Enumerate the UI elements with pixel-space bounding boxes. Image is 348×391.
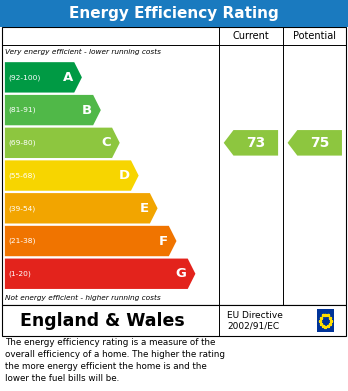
Text: (39-54): (39-54) xyxy=(8,205,35,212)
Text: 73: 73 xyxy=(246,136,266,150)
Polygon shape xyxy=(5,95,101,125)
Polygon shape xyxy=(287,130,342,156)
Text: E: E xyxy=(140,202,149,215)
Bar xyxy=(0,0,348,27)
Polygon shape xyxy=(5,62,82,93)
Text: (1-20): (1-20) xyxy=(8,271,31,277)
Polygon shape xyxy=(5,258,195,289)
Text: (92-100): (92-100) xyxy=(8,74,41,81)
Text: D: D xyxy=(118,169,129,182)
Text: Current: Current xyxy=(232,30,269,41)
Text: The energy efficiency rating is a measure of the
overall efficiency of a home. T: The energy efficiency rating is a measur… xyxy=(5,338,225,383)
Text: Potential: Potential xyxy=(293,30,336,41)
Text: G: G xyxy=(175,267,186,280)
Bar xyxy=(2,27,346,305)
Text: England & Wales: England & Wales xyxy=(20,312,185,330)
Text: F: F xyxy=(158,235,167,248)
Polygon shape xyxy=(224,130,278,156)
Bar xyxy=(2,305,346,336)
Polygon shape xyxy=(5,160,139,191)
Text: Not energy efficient - higher running costs: Not energy efficient - higher running co… xyxy=(5,294,161,301)
Text: Energy Efficiency Rating: Energy Efficiency Rating xyxy=(69,6,279,21)
Polygon shape xyxy=(5,193,158,224)
Text: C: C xyxy=(101,136,111,149)
Text: Very energy efficient - lower running costs: Very energy efficient - lower running co… xyxy=(5,49,161,55)
Text: (55-68): (55-68) xyxy=(8,172,36,179)
Text: (21-38): (21-38) xyxy=(8,238,36,244)
Bar xyxy=(317,309,334,332)
Text: B: B xyxy=(82,104,92,117)
Polygon shape xyxy=(5,127,120,158)
Text: 75: 75 xyxy=(310,136,329,150)
Text: (81-91): (81-91) xyxy=(8,107,36,113)
Polygon shape xyxy=(5,226,176,256)
Text: EU Directive
2002/91/EC: EU Directive 2002/91/EC xyxy=(227,311,283,330)
Text: A: A xyxy=(63,71,73,84)
Text: (69-80): (69-80) xyxy=(8,140,36,146)
